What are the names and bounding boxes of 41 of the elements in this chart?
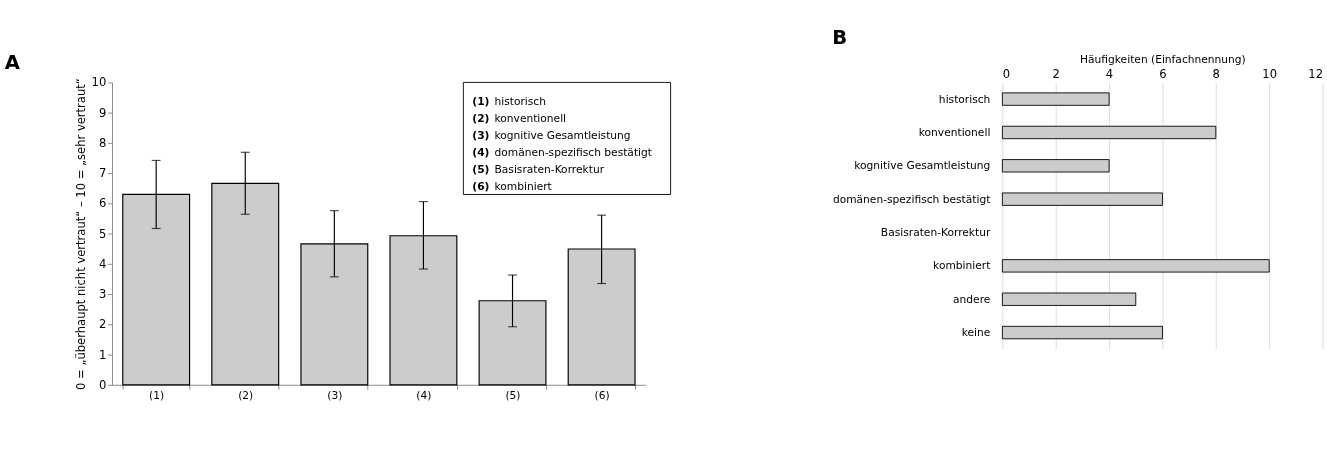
x-tick-label: (1) [149,389,165,403]
x-tick-label: (6) [594,389,610,403]
y-tick-label: 6 [98,196,107,211]
annotation: (4) domänen-spezifisch bestätigt [472,145,652,159]
y-tick-label: 4 [98,256,107,271]
x-tick-label: 12 [1308,67,1323,82]
chart-title: A [4,51,21,75]
x-tick-label: 4 [1105,67,1114,82]
y-tick-label: 2 [98,317,107,332]
y-tick-label: historisch [938,92,991,106]
y-tick-label: kognitive Gesamtleistung [854,159,991,173]
x-tick-label: 6 [1159,67,1167,82]
x-tick-label: (5) [505,389,521,403]
text: B [832,26,848,50]
annotation: (5) Basisraten-Korrektur [472,162,605,176]
y-tick-label: 8 [98,135,107,150]
x-tick-label: 10 [1262,67,1277,82]
x-tick-label: 2 [1052,67,1060,82]
annotation: (2) konventionell [472,112,567,125]
y-tick-label: 5 [98,226,107,241]
y-tick-label: 9 [98,105,107,120]
y-tick-label: 0 [98,377,107,392]
y-tick-label: konventionell [918,126,991,140]
x-tick-label: 0 [1002,67,1011,82]
y-tick-label: keine [961,326,991,340]
y-tick-label: 7 [98,166,107,181]
annotation: (1) historisch [472,95,546,109]
y-axis-title: 0 = „überhaupt nicht vertraut“ – 10 = „sehr vertraut“ [74,78,89,390]
x-tick-label: (2) [238,389,254,403]
annotation: (3) kognitive Gesamtleistung [472,128,631,142]
x-tick-label: 8 [1212,67,1220,82]
y-tick-label: 3 [98,287,107,302]
y-tick-label: kombiniert [933,259,991,273]
x-axis-title: Häufigkeiten (Einfachnennung) [1080,53,1246,67]
y-tick-label: Basisraten-Korrektur [880,226,991,240]
annotation: (6) kombiniert [472,179,552,193]
y-tick-label: 1 [98,347,107,362]
x-tick-label: (4) [416,389,432,403]
y-tick-label: domänen-spezifisch bestätigt [832,192,991,206]
x-tick-label: (3) [327,389,343,403]
y-tick-label: andere [953,292,991,306]
